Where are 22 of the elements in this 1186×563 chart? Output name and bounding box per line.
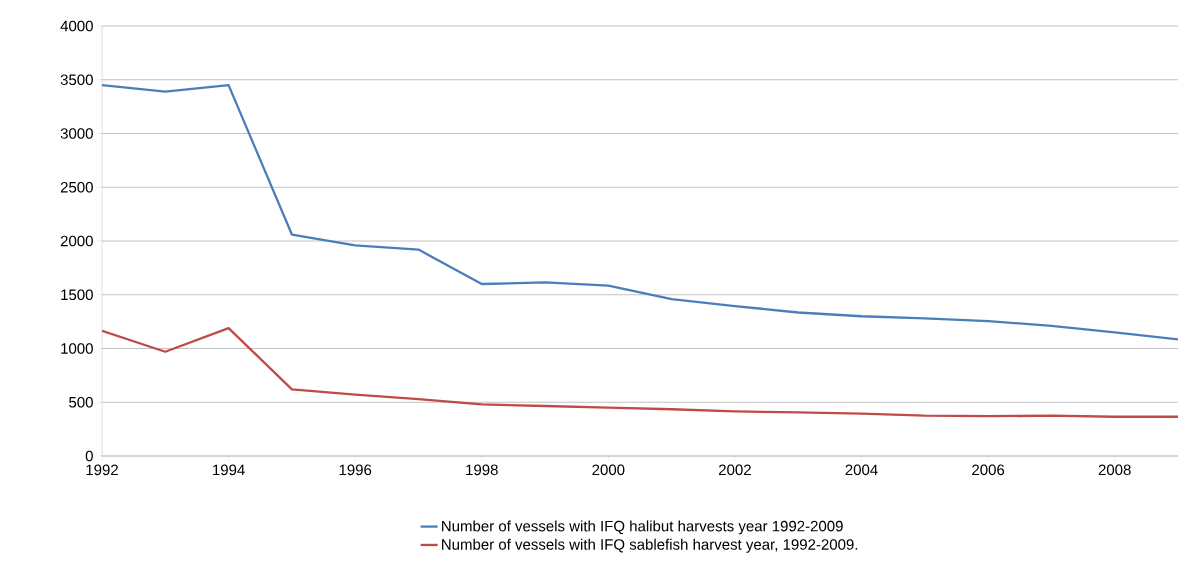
line-series xyxy=(102,83,1178,341)
y-tick-label: 2500 xyxy=(60,181,93,193)
x-tick-label: 1998 xyxy=(466,464,498,476)
x-tick-label: 1994 xyxy=(213,464,245,476)
x-tick-label: 2000 xyxy=(592,464,625,476)
legend-label: Number of vessels with IFQ halibut harvests year 1992-2009 xyxy=(442,520,843,535)
y-tick-label: 1000 xyxy=(61,343,93,354)
line-series xyxy=(102,326,1178,418)
y-tick-label: 3500 xyxy=(60,74,93,86)
x-tick-label: 1996 xyxy=(339,464,372,476)
x-tick-label: 2004 xyxy=(845,464,878,476)
x-tick-label: 2006 xyxy=(972,464,1005,476)
y-tick-label: 3000 xyxy=(60,128,93,139)
x-tick-label: 1992 xyxy=(86,464,118,476)
y-tick-label: 1500 xyxy=(61,289,93,301)
x-tick-label: 2002 xyxy=(719,464,751,476)
y-tick-label: 4000 xyxy=(60,20,93,32)
y-tick-label: 500 xyxy=(69,396,93,408)
y-tick-label: 2000 xyxy=(60,235,93,247)
y-tick-label: 0 xyxy=(85,450,93,462)
legend-label: Number of vessels with IFQ sablefish harvest year, 1992-2009. xyxy=(442,538,858,553)
x-tick-label: 2008 xyxy=(1098,464,1131,476)
